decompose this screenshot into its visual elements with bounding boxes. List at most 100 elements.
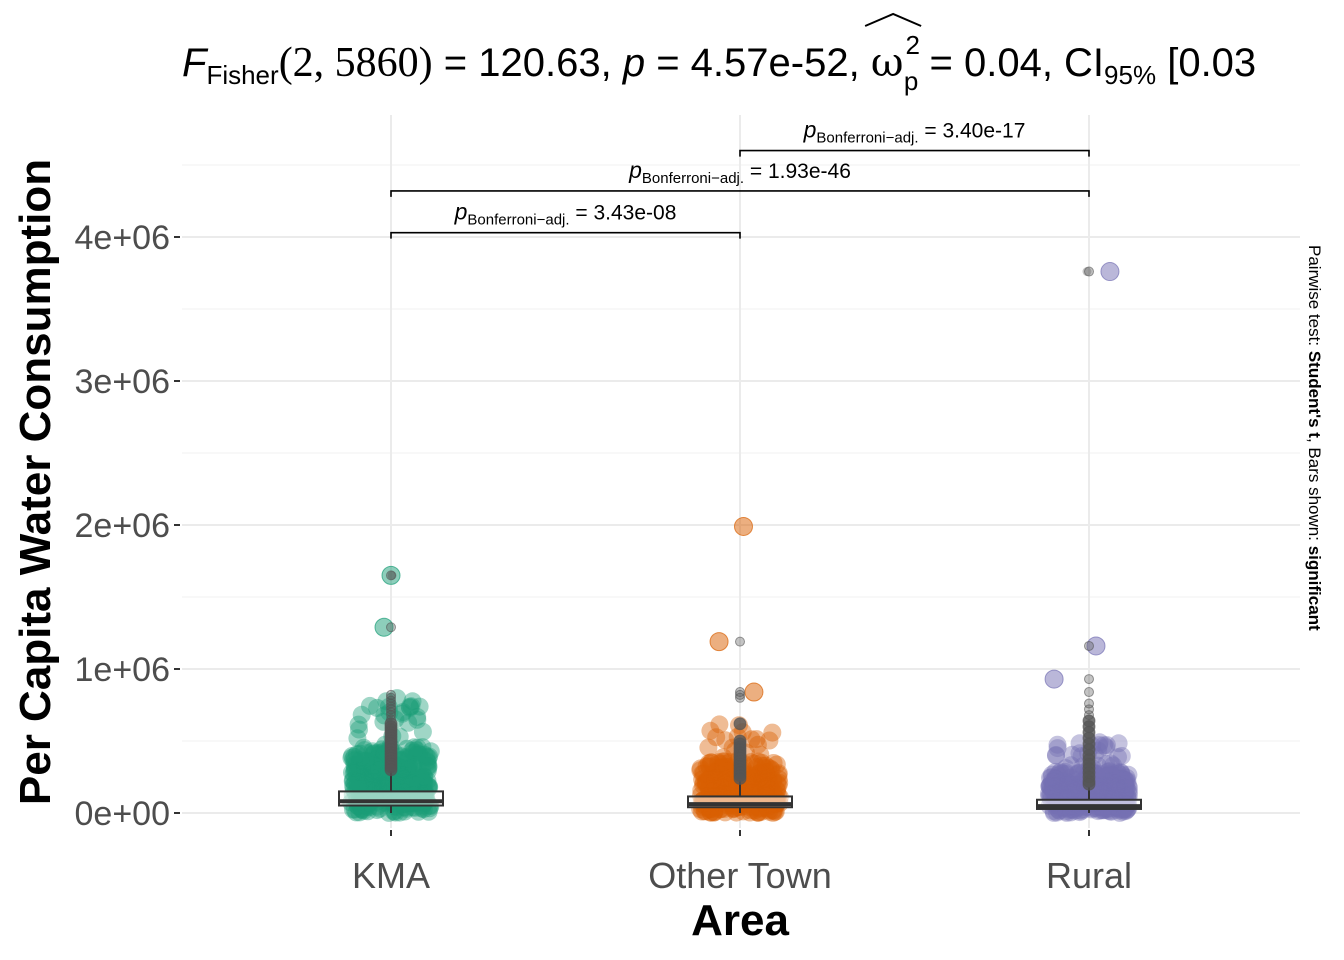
data-point xyxy=(1040,777,1059,796)
data-point xyxy=(355,768,374,787)
data-point xyxy=(698,771,717,790)
data-point xyxy=(755,771,774,790)
data-point xyxy=(398,739,416,758)
data-point xyxy=(355,765,374,784)
data-point xyxy=(366,764,385,783)
outlier-point xyxy=(1082,777,1096,791)
p-value: = 1.93e-46 xyxy=(744,160,851,183)
y-axis-title: Per Capita Water Consumption xyxy=(11,159,60,805)
data-point xyxy=(718,776,737,795)
data-point xyxy=(1097,736,1116,755)
data-point xyxy=(1040,784,1058,803)
data-point xyxy=(697,774,716,793)
data-point xyxy=(408,710,427,729)
caption-prefix: Pairwise test: xyxy=(1305,245,1324,351)
data-point xyxy=(1067,778,1086,797)
data-point xyxy=(354,738,373,757)
comparison-label: pBonferroni−adj. = 3.43e-08 xyxy=(454,199,677,229)
data-point xyxy=(700,757,719,776)
data-point xyxy=(1097,755,1116,774)
data-point xyxy=(345,761,364,780)
data-point xyxy=(413,738,432,757)
data-point xyxy=(375,776,394,795)
data-point xyxy=(420,747,439,766)
data-point xyxy=(1044,773,1063,791)
data-point xyxy=(767,781,786,800)
data-point xyxy=(342,748,361,767)
data-point xyxy=(1111,769,1130,788)
data-point xyxy=(1104,776,1123,795)
data-point xyxy=(399,776,417,795)
data-point xyxy=(1058,775,1077,794)
data-point xyxy=(1047,770,1066,789)
data-point xyxy=(1106,774,1125,793)
data-point xyxy=(1051,762,1070,781)
data-point xyxy=(404,773,423,792)
data-point xyxy=(1095,773,1114,792)
data-point xyxy=(757,769,776,788)
data-point xyxy=(709,632,729,652)
data-point xyxy=(1112,765,1131,784)
caption-test: Student's t xyxy=(1305,351,1324,438)
data-point xyxy=(1041,768,1059,787)
data-point xyxy=(1119,776,1138,795)
outlier-point xyxy=(1084,704,1094,715)
data-point xyxy=(1065,776,1084,795)
data-point xyxy=(1052,764,1071,783)
data-point xyxy=(1102,776,1121,795)
data-point xyxy=(381,565,401,585)
p-sub: Bonferroni−adj. xyxy=(642,170,744,187)
data-point xyxy=(761,759,780,778)
data-point xyxy=(1106,777,1125,796)
data-point xyxy=(395,770,414,789)
data-point xyxy=(355,741,374,760)
data-point xyxy=(770,773,789,792)
title-f-sub: Fisher xyxy=(206,60,279,90)
comparison-label: pBonferroni−adj. = 1.93e-46 xyxy=(628,157,851,187)
data-point xyxy=(370,767,389,786)
data-point xyxy=(404,743,423,762)
box-plots xyxy=(338,771,1142,813)
pairwise-caption: Pairwise test: Student's t, Bars shown: … xyxy=(1305,245,1324,631)
data-point xyxy=(1044,785,1063,803)
data-point xyxy=(744,682,764,702)
data-point xyxy=(711,758,729,777)
data-point xyxy=(413,769,432,787)
data-point xyxy=(349,761,367,780)
data-point xyxy=(756,771,775,790)
data-point xyxy=(360,696,379,715)
data-point xyxy=(356,751,375,770)
comparison-bracket xyxy=(739,149,1090,157)
data-point xyxy=(1043,765,1061,784)
outlier-point xyxy=(733,771,747,785)
outlier-point xyxy=(735,687,745,698)
data-point xyxy=(360,758,378,777)
data-point xyxy=(714,777,733,796)
data-point xyxy=(699,738,718,757)
data-point xyxy=(357,752,375,770)
caption-shown: significant xyxy=(1305,546,1324,631)
data-point xyxy=(757,763,775,781)
data-point xyxy=(1098,777,1117,796)
data-point xyxy=(402,774,421,793)
data-point xyxy=(1093,777,1112,796)
outlier-point xyxy=(386,707,396,718)
data-point xyxy=(1104,756,1123,775)
data-point xyxy=(696,774,715,793)
data-point xyxy=(394,766,413,785)
data-point xyxy=(1115,779,1134,798)
data-point xyxy=(769,765,788,784)
data-point xyxy=(1062,756,1080,775)
data-point xyxy=(763,723,782,742)
data-point xyxy=(1066,776,1085,795)
data-point xyxy=(399,713,418,732)
data-point xyxy=(395,802,414,821)
data-point xyxy=(1047,785,1066,803)
data-point xyxy=(1115,770,1134,789)
title-f-symbol: F xyxy=(182,41,209,85)
data-point xyxy=(1103,768,1122,787)
data-point xyxy=(388,775,407,794)
data-point xyxy=(1107,777,1126,796)
data-point xyxy=(1103,781,1122,800)
